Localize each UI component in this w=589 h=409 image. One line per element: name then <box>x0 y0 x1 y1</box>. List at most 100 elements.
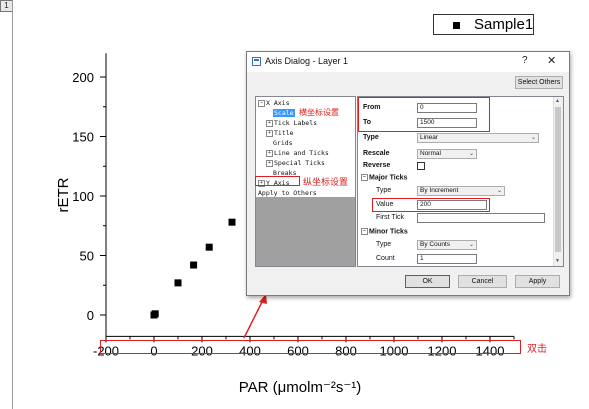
cancel-button[interactable]: Cancel <box>458 275 507 288</box>
tree-item-label: Title <box>274 129 294 137</box>
tree-item-scale[interactable]: Scale <box>273 109 295 117</box>
y-axis-annotation: 纵坐标设置 <box>303 178 349 188</box>
y-axis-title[interactable]: rETR <box>55 177 72 212</box>
minor-type-value: By Counts <box>420 241 450 248</box>
tree-item-title[interactable]: + Title <box>266 129 294 137</box>
x-tick-label: 1200 <box>428 343 457 358</box>
select-others-button[interactable]: Select Others <box>515 76 563 89</box>
tree-item-label: Breaks <box>273 169 297 177</box>
reverse-label: Reverse <box>363 162 391 169</box>
x-axis-annotation: 双击 <box>527 344 547 355</box>
dialog-title: Axis Dialog - Layer 1 <box>265 56 349 66</box>
tree-item-label: Apply to Others <box>258 189 317 197</box>
tree-item-label: Y Axis <box>266 179 290 187</box>
count-label: Count <box>376 255 395 262</box>
help-button[interactable]: ? <box>522 55 528 66</box>
expand-icon[interactable]: + <box>266 129 273 137</box>
expand-icon[interactable]: + <box>258 179 265 187</box>
value-label: Value <box>376 201 394 208</box>
tree-item-apply-to-others[interactable]: Apply to Others <box>258 189 317 197</box>
x-tick-label: 1400 <box>476 343 505 358</box>
major-type-value: By Increment <box>420 187 459 194</box>
reverse-checkbox[interactable] <box>417 162 425 170</box>
x-axis-highlight <box>100 340 521 354</box>
minor-ticks-header[interactable]: − Minor Ticks <box>361 228 408 235</box>
chevron-down-icon: ⌄ <box>496 188 502 194</box>
value-input[interactable]: 200 <box>417 200 487 210</box>
scroll-up-icon[interactable]: ▲ <box>555 98 560 104</box>
tree-item-label: Grids <box>273 139 293 147</box>
expand-icon[interactable]: + <box>266 159 273 167</box>
page-divider <box>12 0 13 409</box>
to-label: To <box>363 119 372 126</box>
x-tick-label: 1000 <box>380 343 409 358</box>
apply-button[interactable]: Apply <box>515 275 560 288</box>
axis-tree[interactable]: − X Axis Scale + Tick Labels + Title Grids + Line… <box>255 96 356 267</box>
to-input[interactable]: 1500 <box>417 118 477 128</box>
tree-item-label: X Axis <box>266 99 290 107</box>
x-tick-label: 800 <box>335 343 357 358</box>
x-tick-label: 0 <box>150 343 157 358</box>
app-icon <box>252 57 261 66</box>
annotation-arrow <box>243 294 267 339</box>
collapse-icon[interactable]: − <box>361 228 368 235</box>
axis-dialog[interactable]: Axis Dialog - Layer 1 ? ✕ Select Others … <box>246 51 570 296</box>
tree-item-line-and-ticks[interactable]: + Line and Ticks <box>266 149 329 157</box>
dialog-titlebar[interactable]: Axis Dialog - Layer 1 ? ✕ <box>247 52 569 72</box>
ok-button[interactable]: OK <box>405 275 450 288</box>
data-point <box>174 279 182 287</box>
settings-panel[interactable]: From 0 To 1500 Type Linear ⌄ Rescale Norm… <box>357 96 564 267</box>
collapse-icon[interactable]: − <box>361 174 368 181</box>
scale-range-highlight <box>358 97 490 132</box>
major-ticks-label: Major Ticks <box>369 174 408 182</box>
chevron-down-icon: ⌄ <box>530 135 536 141</box>
type-select[interactable]: Linear ⌄ <box>417 133 539 143</box>
scrollbar-thumb[interactable] <box>555 107 561 252</box>
data-point <box>205 243 213 251</box>
y-tick-label: 200 <box>72 70 94 85</box>
tree-item-grids[interactable]: Grids <box>273 139 293 147</box>
from-label: From <box>363 104 381 111</box>
y-tick-label: 100 <box>72 189 94 204</box>
legend[interactable]: Sample1 <box>433 14 534 35</box>
scale-annotation: 横坐标设置 <box>299 108 339 117</box>
first-tick-input[interactable] <box>417 213 545 223</box>
type-label: Type <box>363 134 379 141</box>
rescale-label: Rescale <box>363 150 390 157</box>
y-axis-highlight <box>255 176 300 186</box>
y-tick-label: 150 <box>72 130 94 145</box>
rescale-value: Normal <box>420 150 441 157</box>
tree-item-breaks[interactable]: Breaks <box>273 169 296 177</box>
panel-scrollbar[interactable]: ▲ ▼ <box>553 97 563 266</box>
minor-type-select[interactable]: By Counts ⌄ <box>417 240 477 250</box>
data-point <box>190 261 198 269</box>
expand-icon[interactable]: + <box>266 149 273 157</box>
data-point <box>151 310 159 318</box>
x-tick-label: 600 <box>287 343 309 358</box>
count-input[interactable]: 1 <box>417 254 477 264</box>
tree-item-x-axis[interactable]: − X Axis <box>258 99 289 107</box>
y-tick-label: 50 <box>80 249 94 264</box>
major-ticks-header[interactable]: − Major Ticks <box>361 174 407 181</box>
tree-item-label: Scale <box>273 109 295 117</box>
chevron-down-icon: ⌄ <box>468 151 474 157</box>
minor-ticks-label: Minor Ticks <box>369 228 408 236</box>
tree-item-special-ticks[interactable]: + Special Ticks <box>266 159 325 167</box>
legend-label: Sample1 <box>474 16 534 33</box>
scroll-down-icon[interactable]: ▼ <box>555 258 560 264</box>
y-tick-label: 0 <box>87 308 94 323</box>
expand-icon[interactable]: + <box>266 119 273 127</box>
value-highlight <box>372 198 490 212</box>
tree-item-tick-labels[interactable]: + Tick Labels <box>266 119 317 127</box>
tree-item-y-axis[interactable]: + Y Axis <box>258 179 289 187</box>
x-axis-title[interactable]: PAR (μmolm⁻²s⁻¹) <box>239 379 362 396</box>
rescale-select[interactable]: Normal ⌄ <box>417 149 477 159</box>
x-tick-label: 400 <box>239 343 261 358</box>
legend-square-marker <box>453 22 460 29</box>
tree-item-label: Tick Labels <box>274 119 318 127</box>
collapse-icon[interactable]: − <box>258 99 265 107</box>
from-input[interactable]: 0 <box>417 103 477 113</box>
close-icon[interactable]: ✕ <box>547 55 557 67</box>
major-type-select[interactable]: By Increment ⌄ <box>417 186 505 196</box>
